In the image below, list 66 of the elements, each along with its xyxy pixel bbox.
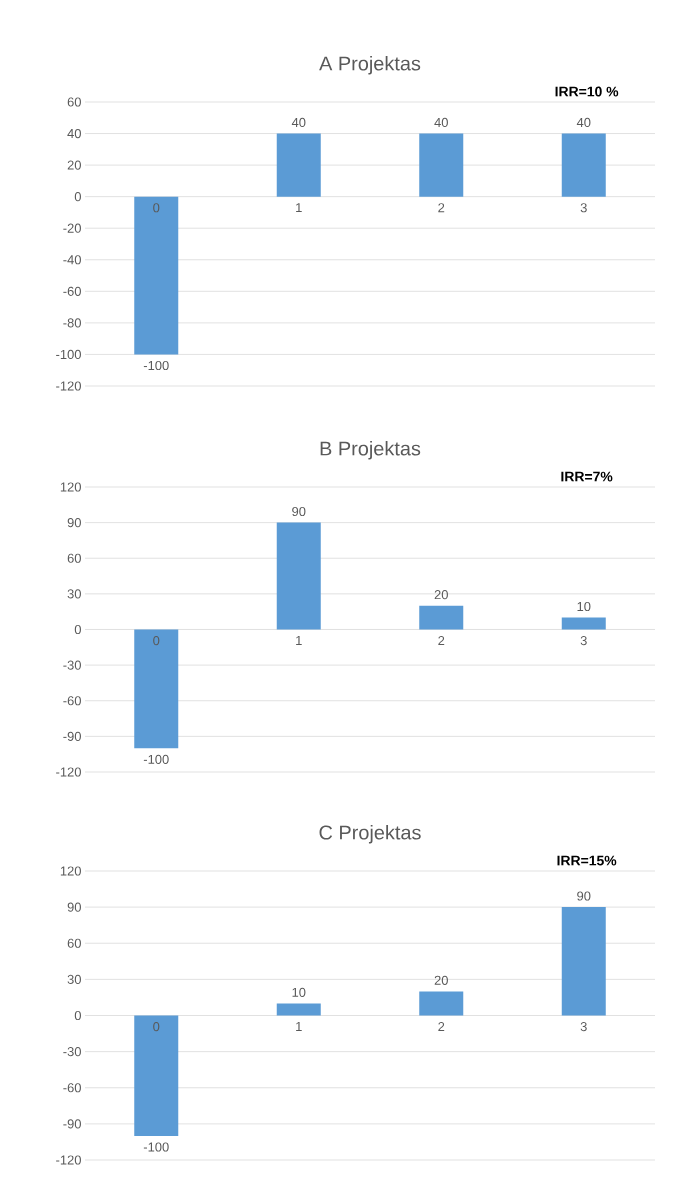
text: IRR=10 %: [555, 86, 619, 97]
y-tick-label: 90: [67, 518, 81, 528]
bar: [419, 991, 464, 1016]
y-tick-label: -40: [63, 255, 81, 265]
x-tick-label: 3: [580, 203, 587, 213]
bar: [276, 1003, 321, 1016]
data-label: 20: [434, 590, 448, 600]
y-tick-label: -20: [63, 223, 81, 233]
data-label: 40: [434, 117, 448, 128]
y-tick-label: 120: [60, 866, 81, 876]
y-tick-label: -100: [56, 349, 81, 360]
y-tick-label: -120: [56, 381, 81, 391]
x-tick-label: 1: [296, 1022, 302, 1031]
x-tick-label: 1: [296, 636, 302, 645]
y-tick-label: 30: [67, 974, 81, 984]
data-label: 10: [577, 601, 591, 612]
y-tick-label: 0: [74, 192, 81, 202]
x-tick-label: 2: [438, 203, 445, 213]
chart-title: B Projektas: [320, 440, 421, 460]
y-tick-label: 60: [67, 553, 81, 563]
y-tick-label: -120: [56, 767, 81, 777]
x-tick-label: 0: [153, 636, 160, 646]
data-label: 10: [292, 987, 306, 997]
y-tick-label: -60: [63, 286, 81, 296]
y-tick-label: -80: [63, 318, 81, 328]
y-tick-label: 40: [67, 128, 81, 139]
y-tick-label: 60: [67, 938, 81, 948]
y-tick-label: -90: [63, 1119, 81, 1129]
chart-title: C Projektas: [319, 824, 421, 844]
y-tick-label: -90: [63, 731, 81, 741]
y-tick-label: 60: [67, 97, 81, 107]
x-tick-label: 3: [580, 636, 587, 646]
data-label: -100: [143, 754, 169, 764]
x-tick-label: 2: [438, 1022, 445, 1032]
y-tick-label: 90: [67, 902, 81, 912]
y-tick-label: -120: [56, 1155, 81, 1165]
bar: [134, 1015, 179, 1136]
bar: [419, 605, 464, 630]
x-tick-label: 1: [296, 203, 302, 213]
bar: [561, 907, 606, 1016]
y-tick-label: -30: [63, 660, 81, 670]
data-label: 20: [434, 975, 448, 985]
data-label: -100: [143, 1142, 169, 1152]
x-tick-label: 0: [153, 203, 160, 213]
data-label: 90: [292, 506, 306, 517]
bar: [561, 617, 606, 630]
y-tick-label: -60: [63, 696, 81, 706]
chart-title: A Projektas: [319, 55, 421, 75]
y-tick-label: -30: [63, 1047, 81, 1057]
y-tick-label: 0: [74, 1010, 81, 1021]
x-tick-label: 3: [580, 1022, 587, 1032]
y-tick-label: 120: [60, 482, 81, 492]
y-tick-label: -60: [63, 1083, 81, 1093]
x-tick-label: 0: [153, 1022, 160, 1032]
bar: [134, 629, 179, 749]
data-label: 40: [576, 117, 591, 128]
data-label: 40: [291, 117, 306, 128]
data-label: -100: [143, 360, 169, 371]
y-tick-label: 30: [67, 589, 81, 599]
text: IRR=7%: [561, 471, 613, 482]
y-tick-label: 0: [74, 624, 81, 635]
bar: [276, 522, 321, 630]
data-label: 90: [577, 891, 591, 901]
text: IRR=15%: [557, 855, 617, 866]
x-tick-label: 2: [438, 636, 445, 646]
y-tick-label: 20: [67, 160, 81, 170]
